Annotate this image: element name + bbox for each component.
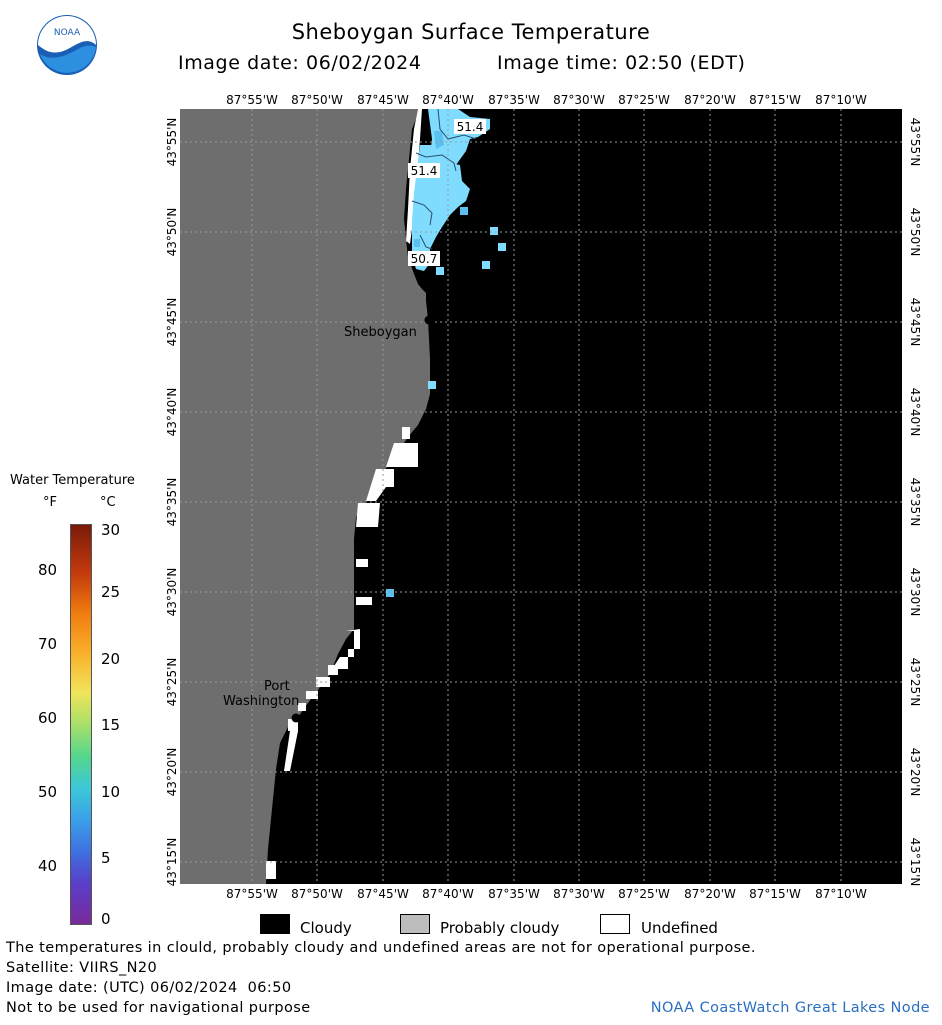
legend-probably-cloudy-label: Probably cloudy [440,919,560,937]
image-time: Image time: 02:50 (EDT) [497,52,746,74]
lon-label: 87°40'W [422,93,474,107]
nav-warning-text: Not to be used for navigational purpose [6,1000,311,1016]
lon-label: 87°45'W [357,887,409,901]
colorbar-f-tick: 80 [38,561,58,579]
legend-cloudy-swatch [260,914,290,934]
lon-label: 87°10'W [815,887,867,901]
lon-label: 87°20'W [684,887,736,901]
lon-label: 87°50'W [291,887,343,901]
lon-label: 87°55'W [226,887,278,901]
lon-label: 87°50'W [291,93,343,107]
temperature-colorbar [70,524,92,925]
lon-label: 87°40'W [422,887,474,901]
colorbar-f-tick: 40 [38,857,58,875]
lat-label: 43°25'N [165,657,179,707]
colorbar-f-tick: 70 [38,635,58,653]
utc-date-text: Image date: (UTC) 06/02/2024 06:50 [6,980,292,996]
temp-label: 51.4 [411,164,438,178]
lat-label: 43°15'N [908,837,922,887]
colorbar-title: Water Temperature [10,473,135,488]
legend-cloudy-label: Cloudy [300,919,352,937]
land-area [180,109,430,884]
lat-label: 43°40'N [165,387,179,437]
svg-text:NOAA: NOAA [54,28,81,38]
undefined-areas [266,109,422,879]
colorbar-f-tick: 60 [38,709,58,727]
lon-label: 87°30'W [553,93,605,107]
colorbar-c-tick: 15 [101,716,121,734]
legend-undefined-swatch [600,914,630,934]
temperature-map: 51.4 51.4 50.7 Sheboygan Port Washington [180,109,902,884]
lat-label: 43°35'N [908,477,922,527]
page-title: Sheboygan Surface Temperature [291,20,651,44]
lat-label: 43°45'N [908,297,922,347]
colorbar-c-tick: 0 [101,910,111,928]
lat-label: 43°35'N [165,477,179,527]
legend-probably-cloudy-swatch [400,914,430,934]
port-washington-marker [291,713,301,723]
lat-label: 43°40'N [908,387,922,437]
credit-link[interactable]: NOAA CoastWatch Great Lakes Node [650,1000,930,1016]
temperature-labels: 51.4 51.4 50.7 [408,119,486,266]
colorbar-c-tick: 10 [101,783,121,801]
lat-label: 43°20'N [165,747,179,797]
lat-label: 43°50'N [908,207,922,257]
lon-label: 87°10'W [815,93,867,107]
lat-label: 43°30'N [165,567,179,617]
lat-label: 43°55'N [908,117,922,167]
isotherm-lines [411,109,477,250]
colorbar-c-tick: 30 [101,521,121,539]
satellite-text: Satellite: VIIRS_N20 [6,960,158,976]
sheboygan-label: Sheboygan [344,325,417,340]
lat-label: 43°55'N [165,117,179,167]
port-washington-label-2: Washington [223,694,299,709]
lat-label: 43°30'N [908,567,922,617]
port-washington-label-1: Port [264,679,290,694]
lon-label: 87°35'W [488,93,540,107]
graticule [180,109,902,884]
temp-label: 51.4 [457,120,484,134]
lon-label: 87°15'W [749,93,801,107]
lon-label: 87°55'W [226,93,278,107]
lat-label: 43°15'N [165,837,179,887]
lon-label: 87°20'W [684,93,736,107]
noaa-logo: NOAA [37,15,97,75]
lon-label: 87°45'W [357,93,409,107]
colorbar-c-tick: 25 [101,583,121,601]
lon-label: 87°25'W [618,93,670,107]
unit-celsius: °C [100,495,116,510]
disclaimer-text: The temperatures in clould, probably clo… [6,940,756,956]
colorbar-f-tick: 50 [38,783,58,801]
lat-label: 43°20'N [908,747,922,797]
unit-fahrenheit: °F [43,495,57,510]
lon-label: 87°15'W [749,887,801,901]
lon-label: 87°25'W [618,887,670,901]
lat-label: 43°45'N [165,297,179,347]
colorbar-c-tick: 20 [101,650,121,668]
image-date: Image date: 06/02/2024 [178,52,422,74]
legend-undefined-label: Undefined [641,919,718,937]
temp-label: 50.7 [411,252,438,266]
colorbar-c-tick: 5 [101,849,111,867]
lon-label: 87°30'W [553,887,605,901]
lat-label: 43°50'N [165,207,179,257]
lon-label: 87°35'W [488,887,540,901]
sheboygan-marker [424,315,434,325]
lat-label: 43°25'N [908,657,922,707]
